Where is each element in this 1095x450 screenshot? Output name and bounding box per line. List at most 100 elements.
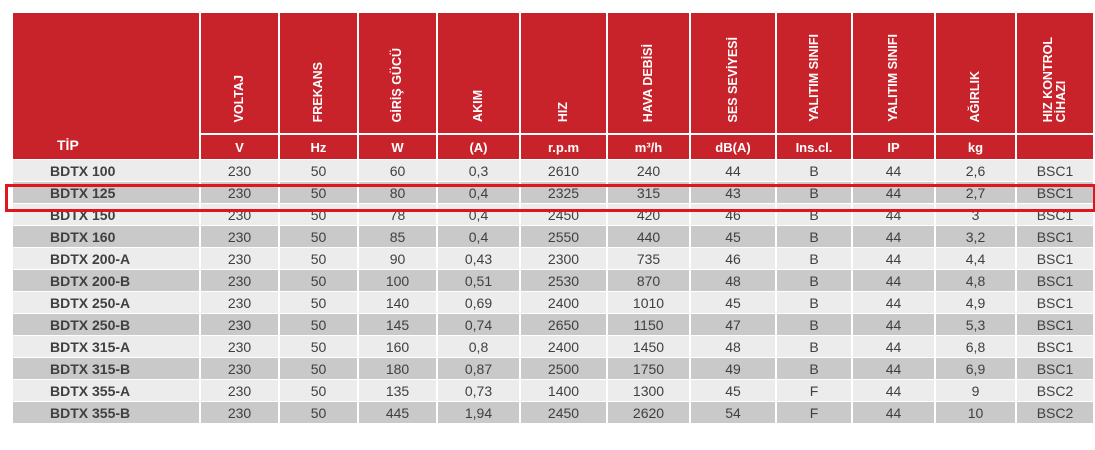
unit-akim: (A) (438, 134, 519, 159)
cell-frekans: 50 (280, 402, 357, 423)
cell-hiz-kontrol: BSC1 (1017, 204, 1093, 225)
cell-giris-gucu: 100 (359, 270, 436, 291)
cell-yalitim-sinifi-ins: F (777, 380, 851, 401)
cell-yalitim-sinifi-ins: B (777, 204, 851, 225)
table-row: BDTX 150 230 50 78 0,4 2450 420 46 B 44 3 BSC1 (13, 204, 1093, 225)
col-header-agirlik: AĞIRLIK (936, 13, 1015, 134)
cell-ses-seviyesi: 54 (691, 402, 775, 423)
cell-hava-debisi: 1010 (608, 292, 689, 313)
cell-giris-gucu: 135 (359, 380, 436, 401)
col-header-label: SES SEVİYESİ (725, 36, 740, 123)
cell-yalitim-sinifi-ip: 44 (853, 402, 934, 423)
cell-tip: BDTX 200-B (13, 270, 199, 291)
cell-voltaj: 230 (201, 314, 278, 335)
col-header-label: HIZ KONTROL CİHAZI (1041, 36, 1068, 123)
col-header-label: HAVA DEBİSİ (641, 43, 655, 123)
unit-yalitim-sinifi-ins: Ins.cl. (777, 134, 851, 159)
cell-voltaj: 230 (201, 380, 278, 401)
cell-frekans: 50 (280, 182, 357, 203)
cell-giris-gucu: 90 (359, 248, 436, 269)
cell-akim: 0,51 (438, 270, 519, 291)
cell-hava-debisi: 1750 (608, 358, 689, 379)
cell-hava-debisi: 870 (608, 270, 689, 291)
cell-frekans: 50 (280, 336, 357, 357)
cell-yalitim-sinifi-ins: B (777, 248, 851, 269)
cell-hiz-kontrol: BSC1 (1017, 336, 1093, 357)
cell-voltaj: 230 (201, 270, 278, 291)
cell-yalitim-sinifi-ins: B (777, 358, 851, 379)
cell-voltaj: 230 (201, 292, 278, 313)
cell-ses-seviyesi: 45 (691, 380, 775, 401)
unit-hava-debisi: m³/h (608, 134, 689, 159)
cell-giris-gucu: 445 (359, 402, 436, 423)
col-header-label: AKIM (471, 90, 485, 123)
cell-yalitim-sinifi-ip: 44 (853, 182, 934, 203)
cell-ses-seviyesi: 48 (691, 270, 775, 291)
cell-agirlik: 10 (936, 402, 1015, 423)
table-row: BDTX 250-B 230 50 145 0,74 2650 1150 47 B 44 5,3 BS… (13, 314, 1093, 335)
cell-yalitim-sinifi-ins: B (777, 292, 851, 313)
cell-yalitim-sinifi-ip: 44 (853, 204, 934, 225)
cell-akim: 0,4 (438, 204, 519, 225)
cell-voltaj: 230 (201, 402, 278, 423)
cell-tip: BDTX 315-A (13, 336, 199, 357)
table-row: BDTX 355-B 230 50 445 1,94 2450 2620 54 F 44 10 BSC… (13, 402, 1093, 423)
cell-ses-seviyesi: 48 (691, 336, 775, 357)
cell-voltaj: 230 (201, 336, 278, 357)
cell-frekans: 50 (280, 226, 357, 247)
cell-hiz: 2650 (521, 314, 606, 335)
col-header-akim: AKIM (438, 13, 519, 134)
cell-akim: 0,8 (438, 336, 519, 357)
col-header-yalitim-sinifi-ip: YALITIM SINIFI (853, 13, 934, 134)
cell-hiz: 2550 (521, 226, 606, 247)
cell-giris-gucu: 140 (359, 292, 436, 313)
cell-tip: BDTX 250-B (13, 314, 199, 335)
unit-yalitim-sinifi-ip: IP (853, 134, 934, 159)
cell-hiz-kontrol: BSC1 (1017, 248, 1093, 269)
cell-akim: 0,69 (438, 292, 519, 313)
cell-yalitim-sinifi-ins: B (777, 226, 851, 247)
col-header-label: GİRİŞ GÜCÜ (390, 47, 404, 123)
cell-agirlik: 4,8 (936, 270, 1015, 291)
cell-akim: 0,43 (438, 248, 519, 269)
cell-tip: BDTX 315-B (13, 358, 199, 379)
cell-hiz-kontrol: BSC1 (1017, 226, 1093, 247)
cell-yalitim-sinifi-ins: B (777, 160, 851, 181)
cell-yalitim-sinifi-ip: 44 (853, 336, 934, 357)
cell-yalitim-sinifi-ip: 44 (853, 226, 934, 247)
cell-hiz-kontrol: BSC1 (1017, 160, 1093, 181)
cell-agirlik: 6,9 (936, 358, 1015, 379)
cell-agirlik: 5,3 (936, 314, 1015, 335)
cell-giris-gucu: 80 (359, 182, 436, 203)
col-header-hiz-kontrol: HIZ KONTROL CİHAZI (1017, 13, 1093, 134)
spec-table: TİP VOLTAJ FREKANS GİRİŞ GÜCÜ AKIM HIZ H… (11, 12, 1095, 424)
cell-hiz: 2300 (521, 248, 606, 269)
col-header-label: YALITIM SINIFI (886, 34, 900, 123)
cell-yalitim-sinifi-ip: 44 (853, 270, 934, 291)
table-row: BDTX 315-A 230 50 160 0,8 2400 1450 48 B 44 6,8 BSC… (13, 336, 1093, 357)
unit-hiz: r.p.m (521, 134, 606, 159)
cell-hava-debisi: 240 (608, 160, 689, 181)
cell-hiz: 2450 (521, 402, 606, 423)
col-header-label: VOLTAJ (232, 74, 246, 123)
unit-hiz-kontrol (1017, 134, 1093, 159)
cell-voltaj: 230 (201, 358, 278, 379)
cell-frekans: 50 (280, 160, 357, 181)
cell-hiz: 2325 (521, 182, 606, 203)
cell-voltaj: 230 (201, 248, 278, 269)
col-header-label: AĞIRLIK (968, 70, 982, 123)
cell-giris-gucu: 78 (359, 204, 436, 225)
cell-frekans: 50 (280, 270, 357, 291)
cell-hiz: 2400 (521, 336, 606, 357)
cell-hava-debisi: 735 (608, 248, 689, 269)
col-header-frekans: FREKANS (280, 13, 357, 134)
cell-giris-gucu: 145 (359, 314, 436, 335)
cell-hiz: 1400 (521, 380, 606, 401)
cell-hiz-kontrol: BSC2 (1017, 402, 1093, 423)
cell-ses-seviyesi: 46 (691, 204, 775, 225)
cell-hava-debisi: 1300 (608, 380, 689, 401)
cell-ses-seviyesi: 44 (691, 160, 775, 181)
cell-hiz-kontrol: BSC1 (1017, 292, 1093, 313)
cell-hiz-kontrol: BSC1 (1017, 358, 1093, 379)
col-header-ses-seviyesi: SES SEVİYESİ (691, 13, 775, 134)
